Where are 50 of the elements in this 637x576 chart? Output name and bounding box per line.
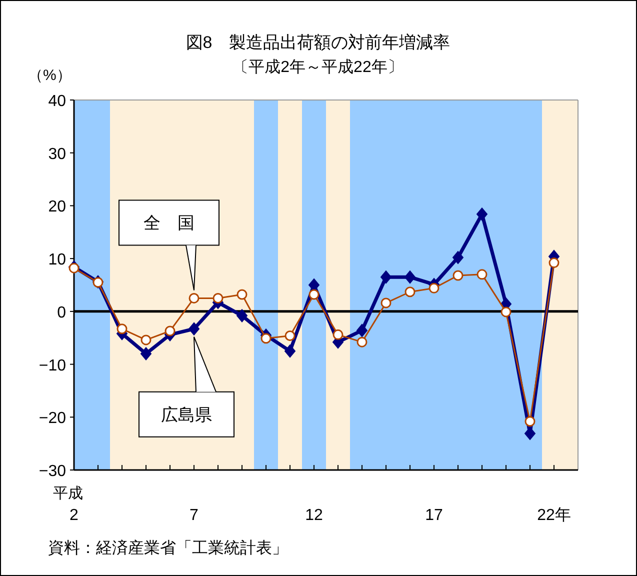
point — [356, 324, 368, 337]
x-tick-label: 7 — [190, 507, 199, 524]
point — [380, 298, 392, 308]
y-tick-label: 10 — [48, 252, 66, 269]
point — [284, 330, 296, 341]
point — [116, 324, 128, 334]
point — [476, 208, 488, 221]
point — [68, 262, 80, 274]
y-axis-title: （%） — [28, 67, 72, 84]
x-axis-title: 平成 — [53, 485, 83, 502]
point — [140, 347, 152, 360]
point — [524, 427, 536, 440]
y-tick-label: −30 — [38, 463, 66, 480]
point — [452, 270, 464, 281]
point — [188, 322, 200, 336]
point — [140, 334, 152, 346]
point — [164, 326, 176, 336]
point — [308, 289, 320, 300]
point — [380, 270, 392, 284]
point — [260, 333, 272, 344]
x-tick-label: 17 — [425, 507, 443, 524]
y-tick-label: 40 — [48, 93, 66, 110]
annotation: 全 国 — [144, 214, 194, 233]
x-tick-label: 12 — [305, 507, 323, 524]
point — [236, 309, 248, 322]
point — [548, 258, 560, 268]
point — [284, 344, 296, 358]
chart-title: 図8 製造品出荷額の対前年増減率 — [186, 33, 450, 52]
point — [404, 270, 416, 284]
point — [404, 286, 416, 298]
y-tick-label: −20 — [38, 410, 66, 428]
y-tick-label: 30 — [48, 146, 66, 163]
point — [476, 269, 488, 280]
point — [356, 336, 368, 348]
x-tick-label: 22年 — [537, 507, 571, 524]
chart-subtitle: 〔平成2年～平成22年〕 — [232, 58, 404, 76]
point — [332, 329, 344, 340]
point — [212, 292, 224, 304]
point — [188, 292, 200, 304]
annotation: 広島県 — [161, 405, 212, 424]
point — [500, 306, 512, 318]
point — [236, 289, 248, 300]
y-tick-label: 0 — [57, 304, 66, 322]
point — [452, 251, 464, 264]
y-tick-label: 20 — [48, 198, 66, 216]
y-tick-label: −10 — [38, 357, 66, 374]
text: 資料：経済産業省「工業統計表」 — [48, 539, 288, 557]
x-tick-label: 2 — [70, 507, 79, 524]
point — [428, 282, 440, 294]
point — [524, 416, 536, 427]
